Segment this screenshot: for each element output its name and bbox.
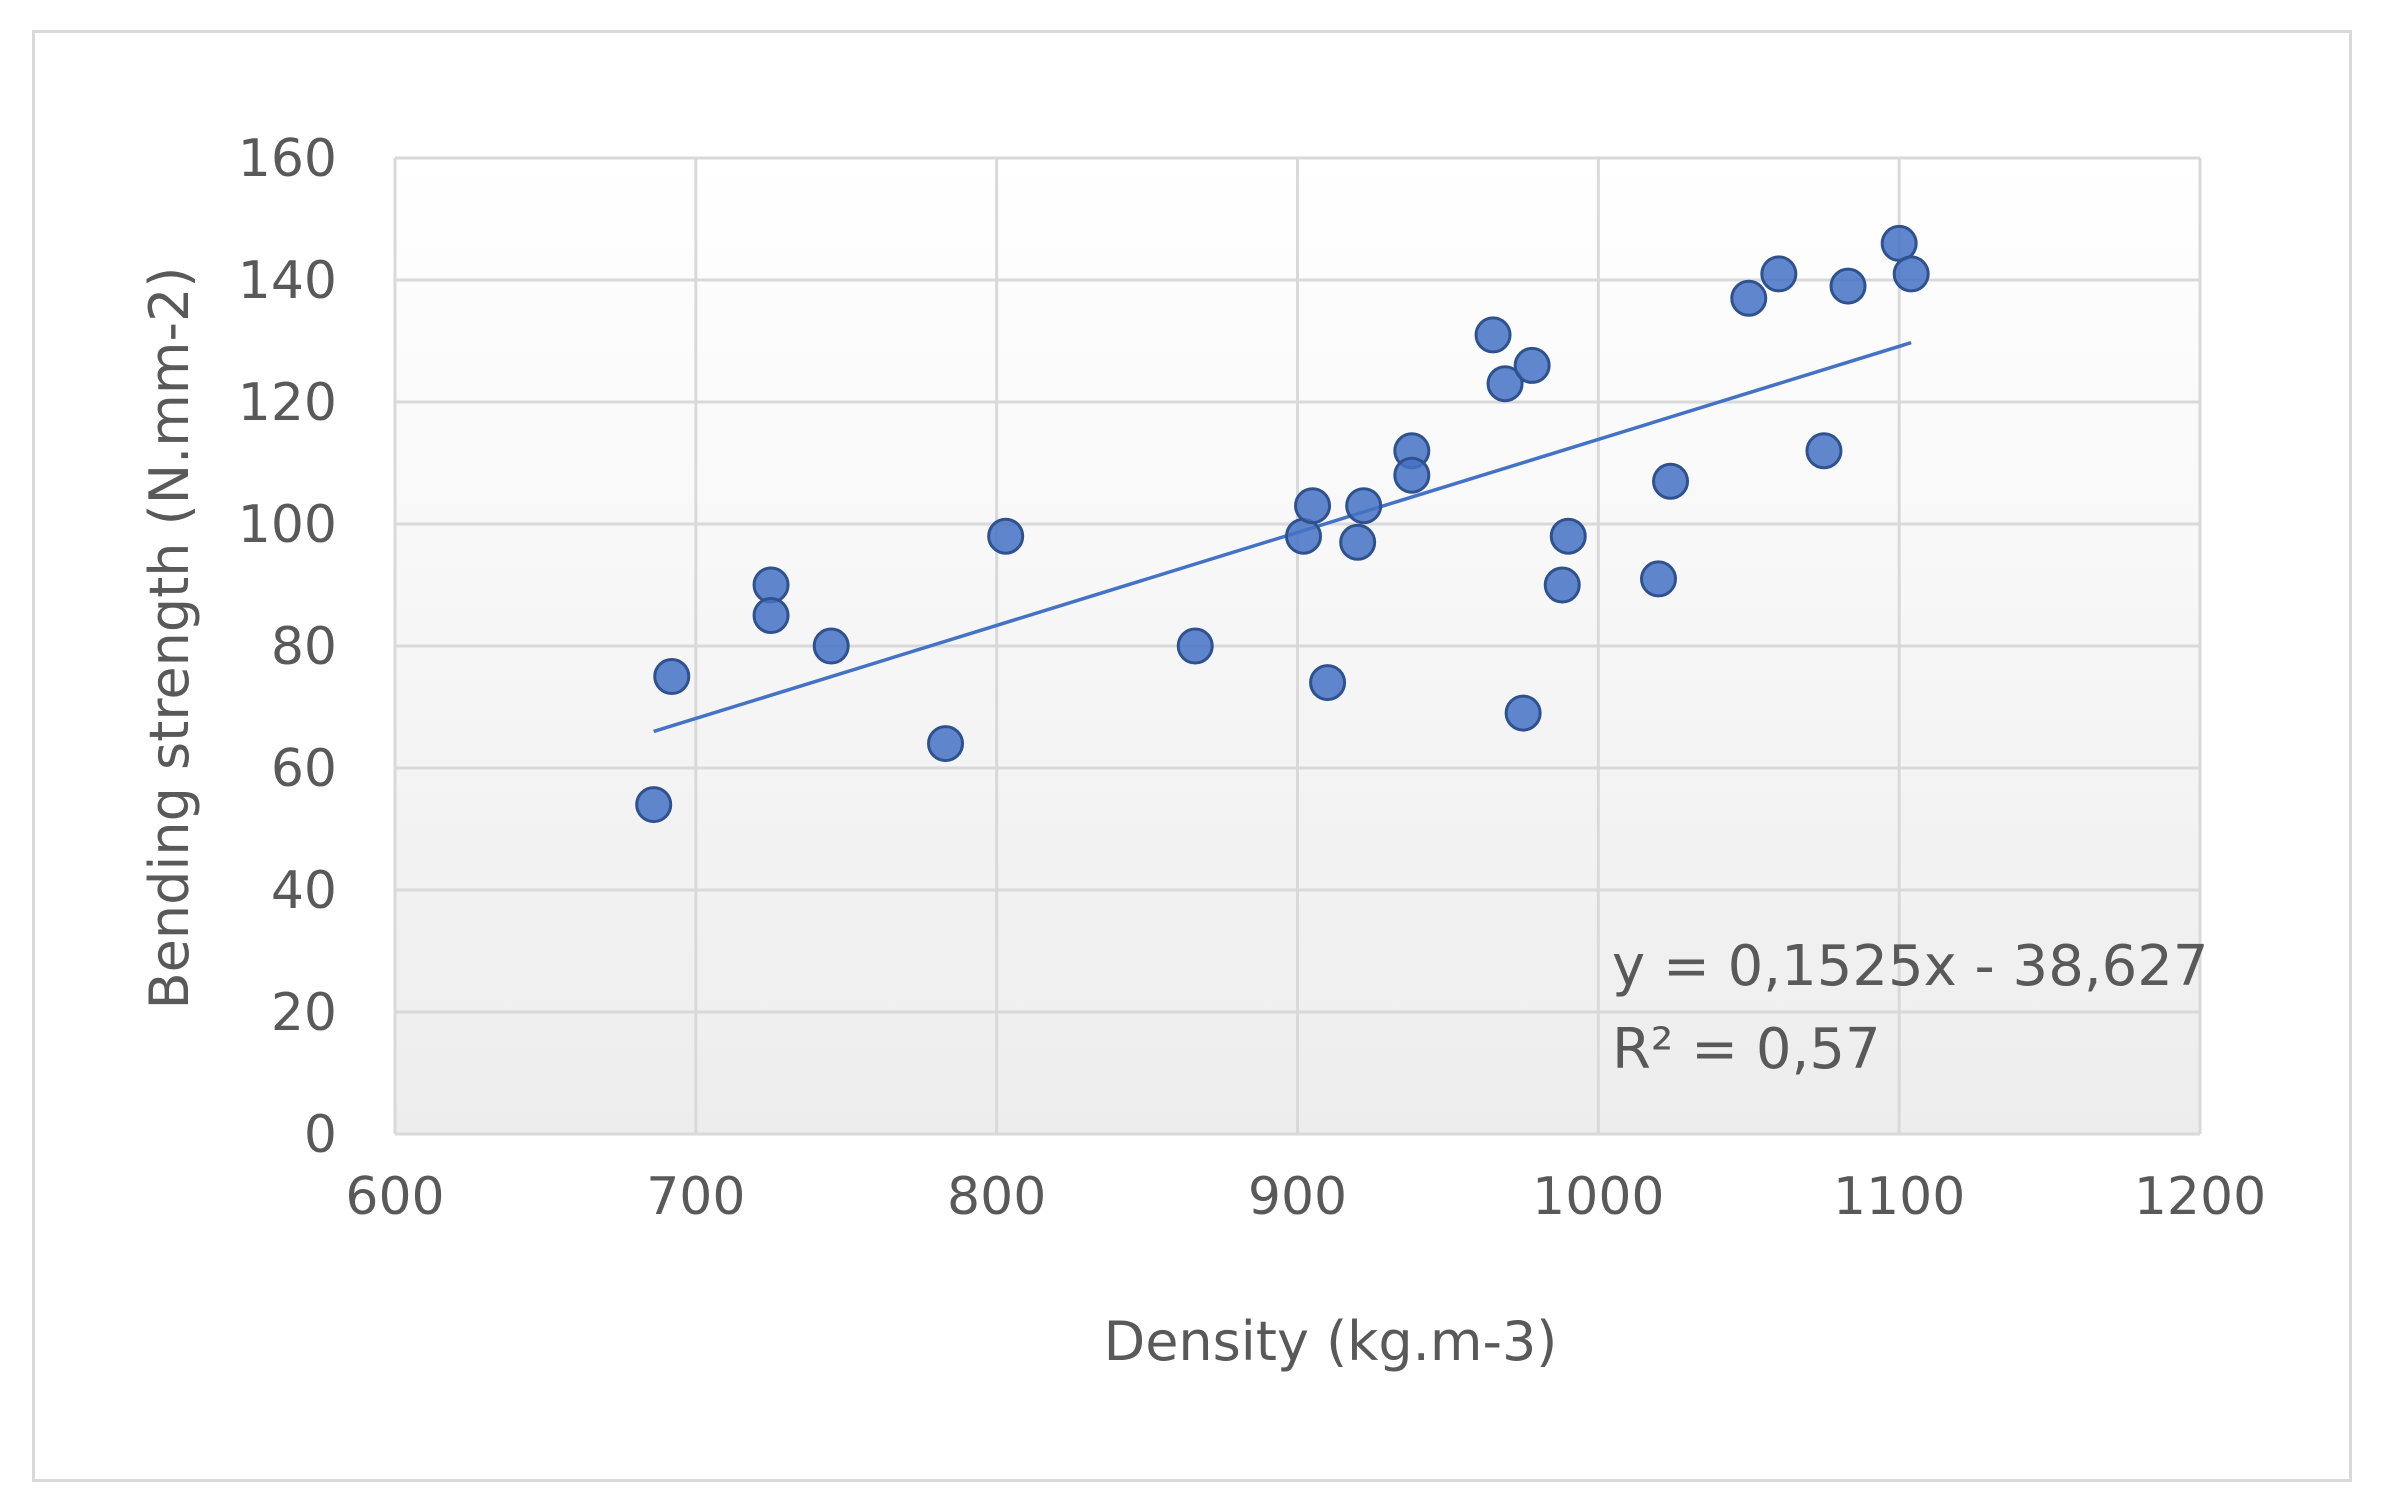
data-point bbox=[1640, 560, 1677, 598]
x-tick-label: 1000 bbox=[1532, 1167, 1664, 1227]
data-point bbox=[1309, 664, 1347, 702]
data-point bbox=[1880, 224, 1918, 262]
data-point bbox=[635, 786, 673, 824]
data-point bbox=[1285, 517, 1323, 555]
y-tick-label: 0 bbox=[304, 1105, 337, 1165]
y-tick-label: 100 bbox=[238, 495, 337, 555]
x-tick-label: 600 bbox=[345, 1167, 444, 1227]
y-tick-label: 60 bbox=[271, 739, 337, 799]
data-point bbox=[812, 627, 850, 665]
data-point bbox=[1805, 432, 1843, 470]
x-axis-title: Density (kg.m-3) bbox=[1104, 1310, 1558, 1373]
data-point bbox=[1474, 316, 1512, 354]
data-point bbox=[1829, 267, 1867, 305]
data-point bbox=[653, 658, 691, 695]
trendline-group bbox=[653, 340, 1912, 734]
x-tick-label: 1200 bbox=[2134, 1167, 2266, 1227]
data-point bbox=[1892, 255, 1930, 293]
data-point bbox=[1652, 462, 1690, 500]
x-tick-label: 800 bbox=[947, 1167, 1046, 1227]
data-point bbox=[1345, 487, 1383, 525]
data-point bbox=[752, 566, 790, 604]
data-point bbox=[1176, 627, 1214, 665]
data-point bbox=[927, 725, 965, 763]
data-point bbox=[1730, 279, 1768, 317]
data-point bbox=[1549, 517, 1587, 555]
x-tick-label: 900 bbox=[1248, 1167, 1347, 1227]
trendline bbox=[653, 340, 1912, 734]
data-point bbox=[1513, 346, 1551, 384]
y-tick-label: 80 bbox=[271, 617, 337, 677]
data-point bbox=[1543, 566, 1581, 604]
x-tick-label: 700 bbox=[646, 1167, 745, 1227]
data-point bbox=[1504, 694, 1542, 732]
y-tick-label: 40 bbox=[271, 861, 337, 921]
y-tick-label: 120 bbox=[238, 373, 337, 433]
y-axis-title: Bending strength (N.mm-2) bbox=[138, 267, 201, 1010]
data-point bbox=[1486, 365, 1524, 403]
data-point bbox=[1393, 456, 1431, 494]
trendline-equation: y = 0,1525x - 38,627 bbox=[1612, 934, 2209, 999]
data-point bbox=[1339, 523, 1377, 561]
trendline-r2: R² = 0,57 bbox=[1612, 1017, 1881, 1082]
data-points bbox=[635, 224, 1930, 824]
y-tick-label: 160 bbox=[238, 129, 337, 189]
data-point bbox=[1760, 255, 1798, 293]
data-point bbox=[1294, 487, 1332, 525]
data-point bbox=[987, 517, 1025, 555]
y-tick-label: 20 bbox=[271, 983, 337, 1043]
data-point bbox=[752, 597, 790, 634]
x-tick-label: 1100 bbox=[1833, 1167, 1965, 1227]
tick-labels: 0 20 40 60 80 100 120 140 160 600 700 800 900 1000 110… bbox=[238, 129, 2266, 1227]
y-tick-label: 140 bbox=[238, 251, 337, 311]
